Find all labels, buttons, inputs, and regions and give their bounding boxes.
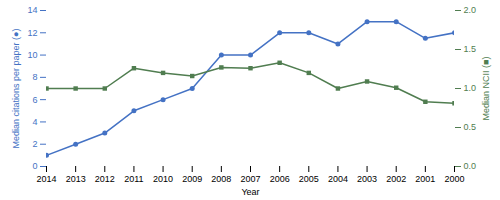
svg-text:2014: 2014: [36, 174, 56, 184]
svg-text:2013: 2013: [66, 174, 86, 184]
svg-text:14: 14: [27, 5, 37, 15]
svg-text:2009: 2009: [182, 174, 202, 184]
svg-text:8: 8: [32, 72, 37, 82]
svg-text:2008: 2008: [211, 174, 231, 184]
svg-text:Median NCII (■): Median NCII (■): [481, 57, 491, 121]
svg-text:2006: 2006: [270, 174, 290, 184]
svg-text:1.5: 1.5: [464, 44, 477, 54]
svg-text:Median citations per paper (●): Median citations per paper (●): [11, 29, 21, 149]
svg-text:2: 2: [32, 139, 37, 149]
svg-text:2007: 2007: [240, 174, 260, 184]
svg-text:1.0: 1.0: [464, 83, 477, 93]
svg-text:2004: 2004: [328, 174, 348, 184]
svg-text:12: 12: [27, 28, 37, 38]
svg-text:2002: 2002: [386, 174, 406, 184]
svg-text:10: 10: [27, 50, 37, 60]
svg-text:0: 0: [32, 161, 37, 171]
svg-text:2001: 2001: [415, 174, 435, 184]
svg-text:0.0: 0.0: [464, 161, 477, 171]
svg-text:Year: Year: [241, 187, 259, 197]
svg-text:2.0: 2.0: [464, 5, 477, 15]
svg-text:2000: 2000: [444, 174, 464, 184]
svg-text:0.5: 0.5: [464, 122, 477, 132]
svg-text:4: 4: [32, 117, 37, 127]
svg-text:2010: 2010: [153, 174, 173, 184]
svg-text:2011: 2011: [124, 174, 143, 184]
svg-text:2012: 2012: [95, 174, 115, 184]
svg-text:2003: 2003: [357, 174, 377, 184]
svg-text:2005: 2005: [299, 174, 319, 184]
svg-text:6: 6: [32, 95, 37, 105]
